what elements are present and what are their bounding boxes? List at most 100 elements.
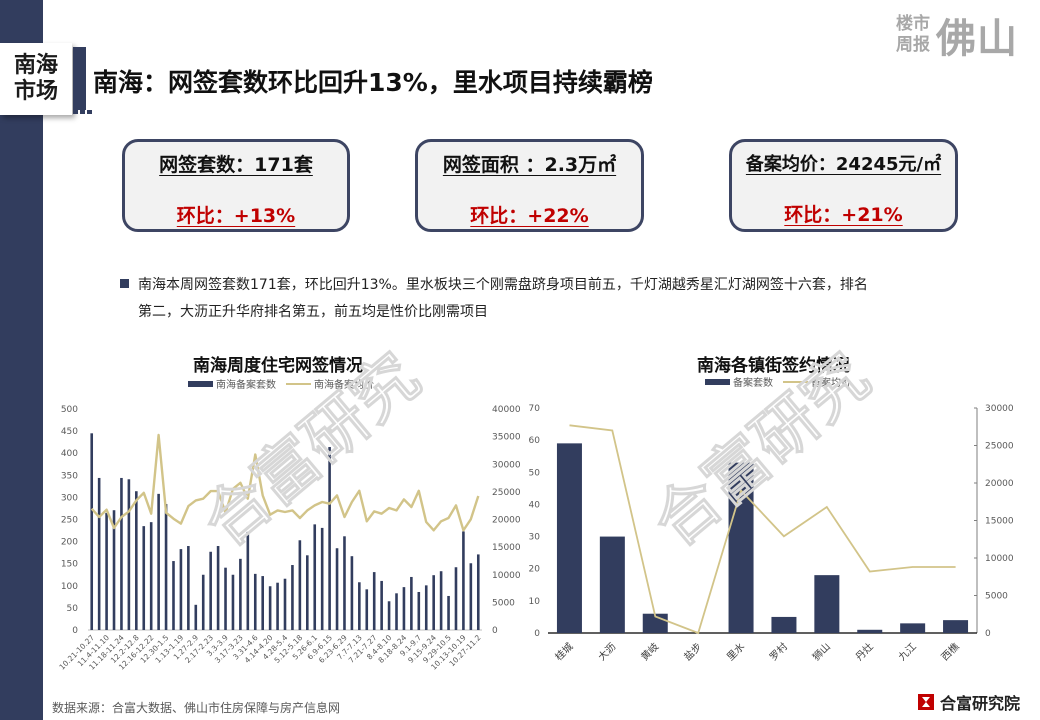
bar-weekly-units	[120, 477, 123, 630]
bar-weekly-units	[395, 593, 398, 630]
legend-price-label: 备案均价	[811, 378, 851, 389]
x-category-label: 九江	[896, 641, 919, 664]
bar-weekly-units	[462, 531, 465, 630]
y-right-tick: 25000	[492, 488, 520, 498]
y-left-tick: 200	[61, 538, 78, 548]
bar-weekly-units	[253, 573, 257, 630]
bar-town-units	[900, 623, 926, 633]
x-category-label: 里水	[725, 641, 748, 664]
kpi-card-area: 网签面积 ：2.3万㎡ 环比：+22%	[415, 139, 644, 232]
bar-town-units	[771, 616, 797, 633]
bar-town-units	[728, 462, 754, 633]
bar-weekly-units	[365, 589, 369, 630]
x-category-label: 狮山	[810, 640, 833, 663]
bar-weekly-units	[179, 549, 183, 630]
bar-town-units	[556, 443, 582, 633]
x-category-label: 黄岐	[638, 640, 661, 663]
bar-weekly-units	[358, 582, 361, 630]
y-left-tick: 30	[529, 533, 541, 543]
y-left-tick: 0	[534, 629, 540, 639]
bar-weekly-units	[276, 582, 279, 630]
chart-weekly-plot: 0501001502002503003504004505000500010000…	[57, 405, 520, 672]
section-tag-line1: 南海	[13, 53, 58, 78]
bar-weekly-units	[268, 586, 272, 630]
bar-weekly-units	[469, 563, 473, 630]
summary-text: 南海本周网签套数171套，环比回升13%。里水板块三个刚需盘跻身项目前五，千灯湖…	[120, 272, 990, 326]
title-accent-dots	[73, 110, 92, 114]
bar-weekly-units	[387, 601, 391, 630]
y-right-tick: 5000	[492, 598, 515, 608]
legend-line-swatch	[286, 382, 311, 385]
side-strip	[0, 0, 43, 720]
legend-units-label: 备案套数	[733, 378, 773, 389]
y-right-tick: 20000	[492, 516, 520, 526]
bar-weekly-units	[239, 558, 242, 630]
y-right-tick: 15000	[985, 517, 1014, 527]
y-right-tick: 15000	[492, 543, 520, 553]
x-category-label: 盐步	[681, 640, 704, 663]
kpi-units-change: 环比：+13%	[176, 205, 296, 227]
bar-weekly-units	[201, 574, 205, 630]
bar-weekly-units	[417, 591, 421, 630]
y-left-tick: 0	[72, 626, 78, 636]
bar-weekly-units	[350, 556, 354, 630]
bar-weekly-units	[424, 585, 428, 630]
bar-weekly-units	[90, 433, 94, 630]
y-left-tick: 50	[67, 604, 79, 614]
y-left-tick: 100	[61, 582, 78, 592]
bar-weekly-units	[402, 587, 406, 630]
y-right-tick: 5000	[985, 592, 1008, 602]
bar-weekly-units	[328, 447, 331, 630]
kpi-card-price: 备案均价：24245元/㎡ 环比：+21%	[729, 139, 958, 232]
hefu-logo-icon	[917, 694, 934, 710]
bar-weekly-units	[164, 504, 168, 630]
bar-weekly-units	[439, 571, 443, 630]
kpi-card-units: 网签套数：171套 环比：+13%	[122, 139, 350, 232]
brand-city: 佛山	[936, 16, 1018, 62]
y-left-tick: 500	[61, 405, 78, 415]
bar-weekly-units	[172, 561, 175, 630]
legend-line-swatch	[783, 380, 808, 383]
bar-weekly-units	[261, 576, 264, 630]
brand-small-line1: 楼市	[896, 14, 930, 34]
y-left-tick: 10	[529, 597, 541, 607]
bar-weekly-units	[410, 576, 413, 630]
y-left-tick: 450	[61, 427, 78, 437]
bar-weekly-units	[231, 574, 235, 630]
y-right-tick: 30000	[985, 404, 1014, 414]
y-left-tick: 400	[61, 449, 78, 459]
bar-weekly-units	[135, 491, 138, 630]
kpi-price-change: 环比：+21%	[784, 204, 903, 226]
bar-town-units	[814, 575, 840, 633]
y-right-tick: 20000	[985, 479, 1014, 489]
page-title: 南海：网签套数环比回升13%，里水项目持续霸榜	[93, 68, 653, 97]
bar-weekly-units	[432, 575, 435, 630]
bar-weekly-units	[105, 512, 108, 630]
y-right-tick: 30000	[492, 460, 520, 470]
footer-logo-text: 合富研究院	[939, 694, 1020, 713]
summary-line1: 南海本周网签套数171套，环比回升13%。里水板块三个刚需盘跻身项目前五，千灯湖…	[138, 277, 868, 293]
footer-logo: 合富研究院	[917, 690, 1020, 714]
bullet-square-icon	[120, 279, 129, 288]
line-town-price	[569, 424, 956, 635]
bar-weekly-units	[194, 604, 198, 630]
data-source-note: 数据来源：合富大数据、佛山市住房保障与房产信息网	[52, 701, 341, 715]
bar-weekly-units	[224, 567, 227, 630]
y-left-tick: 250	[61, 516, 78, 526]
legend-bar-swatch	[705, 378, 730, 385]
legend-bar-swatch	[188, 380, 213, 387]
summary-line2: 第二，大沥正升华府排名第五，前五均是性价比刚需项目	[138, 304, 488, 320]
bar-weekly-units	[291, 565, 294, 630]
bar-weekly-units	[142, 526, 146, 630]
y-left-tick: 300	[61, 493, 78, 503]
title-accent-bar	[73, 47, 86, 110]
bar-weekly-units	[246, 531, 250, 630]
bar-weekly-units	[343, 536, 346, 630]
line-weekly-price	[90, 433, 480, 532]
section-tag: 南海 市场	[0, 43, 72, 115]
y-right-tick: 0	[985, 629, 991, 639]
bar-town-units	[943, 620, 969, 633]
y-right-tick: 10000	[492, 571, 520, 581]
chart-weekly-legend: 南海备案套数 南海备案均价	[188, 376, 374, 391]
bar-weekly-units	[127, 479, 131, 630]
